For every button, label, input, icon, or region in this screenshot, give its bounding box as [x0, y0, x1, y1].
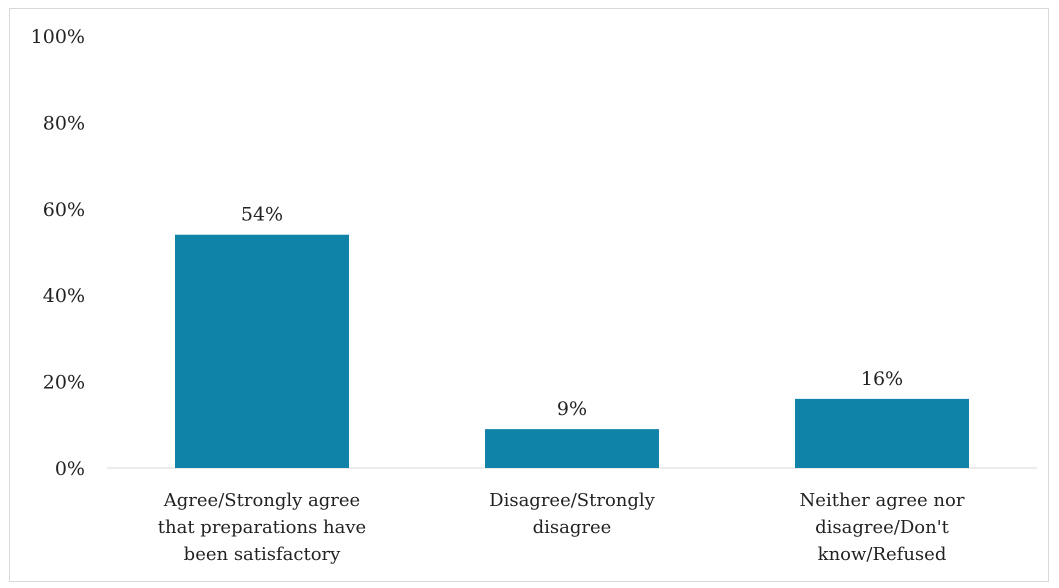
y-tick-label: 80%	[43, 112, 85, 134]
bars	[175, 234, 969, 468]
data-labels: 54% 9% 16%	[241, 204, 903, 420]
category-label: been satisfactory	[184, 544, 341, 565]
category-label: know/Refused	[818, 544, 947, 565]
y-tick-label: 60%	[43, 199, 85, 221]
category-label: that preparations have	[158, 517, 366, 538]
bar	[175, 234, 349, 468]
category-label: disagree/Don't	[815, 517, 950, 538]
bar	[795, 398, 969, 468]
category-label: Disagree/Strongly	[489, 490, 656, 511]
bar	[485, 429, 659, 468]
data-label: 54%	[241, 204, 283, 226]
category-label: Agree/Strongly agree	[163, 490, 360, 511]
y-tick-label: 40%	[43, 285, 85, 307]
data-label: 9%	[557, 398, 587, 420]
y-tick-label: 20%	[43, 372, 85, 394]
category-label: disagree	[533, 517, 612, 538]
y-tick-label: 100%	[31, 26, 85, 48]
category-labels: Agree/Strongly agree that preparations ha…	[158, 490, 965, 565]
y-tick-label: 0%	[55, 458, 85, 480]
data-label: 16%	[861, 368, 903, 390]
y-axis: 0% 20% 40% 60% 80% 100%	[31, 26, 85, 480]
category-label: Neither agree nor	[800, 490, 965, 511]
